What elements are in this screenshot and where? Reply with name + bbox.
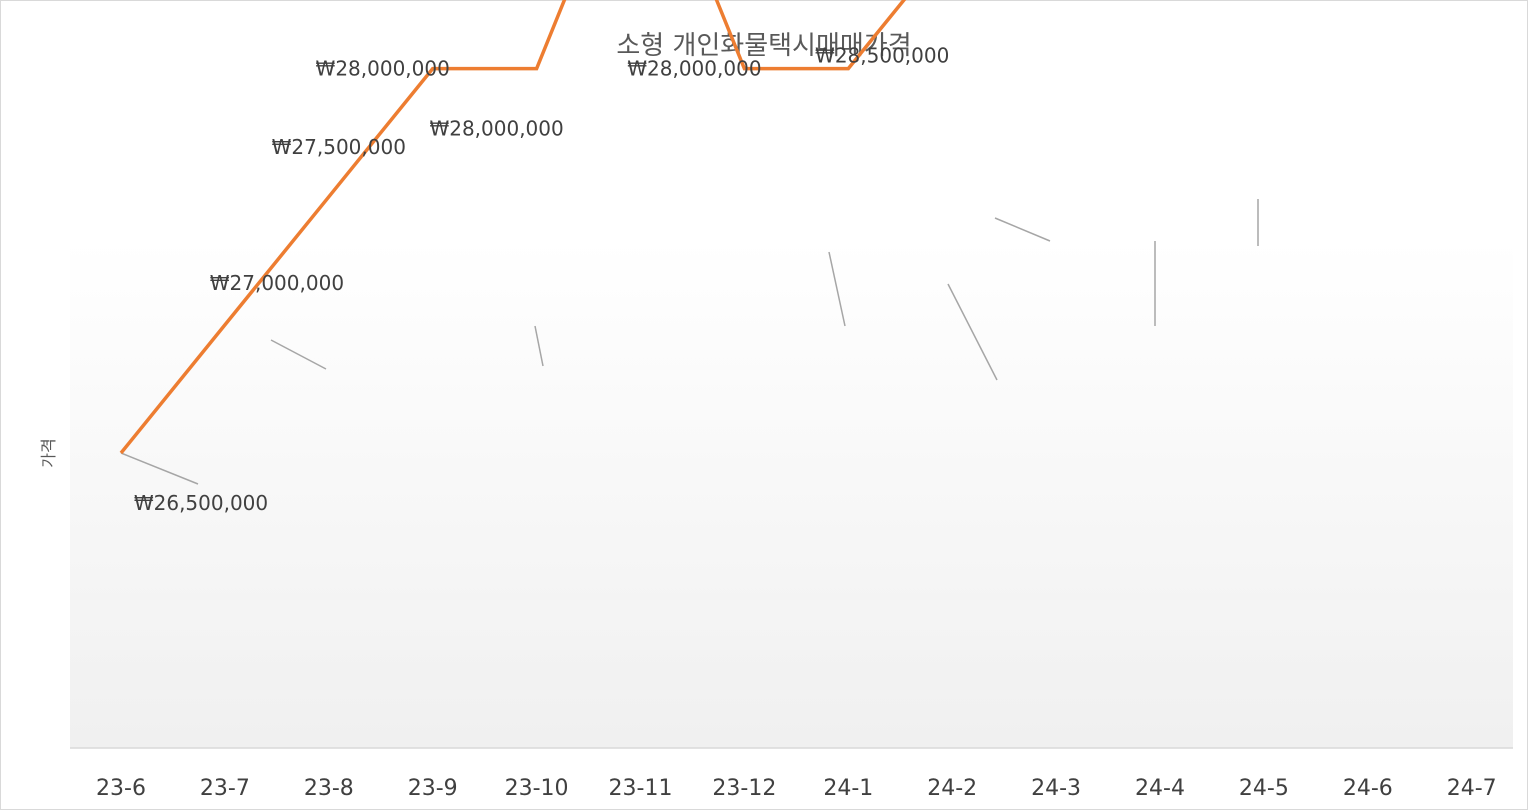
x-tick-label: 23-8	[304, 776, 354, 801]
x-tick-label: 24-2	[927, 776, 977, 801]
x-tick-label: 23-7	[200, 776, 250, 801]
x-tick-label: 24-4	[1135, 776, 1185, 801]
x-tick-label: 23-12	[712, 776, 776, 801]
data-label: ₩27,000,000	[210, 271, 344, 295]
x-tick-label: 24-5	[1239, 776, 1289, 801]
x-tick-label: 23-9	[408, 776, 458, 801]
leader-line	[828, 251, 846, 327]
data-label: ₩28,000,000	[429, 117, 563, 141]
x-tick-label: 23-11	[609, 776, 673, 801]
data-label: ₩28,000,000	[316, 57, 450, 81]
data-label: ₩26,500,000	[134, 491, 268, 515]
x-tick-label: 24-1	[823, 776, 873, 801]
data-label: ₩27,500,000	[272, 135, 406, 159]
leader-line	[270, 339, 327, 370]
x-tick-label: 23-10	[505, 776, 569, 801]
x-tick-label: 24-7	[1447, 776, 1497, 801]
data-label: ₩28,000,000	[627, 57, 761, 81]
x-tick-label: 24-6	[1343, 776, 1393, 801]
y-axis-label: 가격	[39, 438, 58, 467]
series-line	[119, 0, 907, 455]
leader-line	[120, 452, 199, 485]
leader-line	[994, 217, 1051, 242]
data-label: ₩28,500,000	[815, 44, 949, 68]
x-tick-label: 24-3	[1031, 776, 1081, 801]
leader-line	[947, 283, 998, 381]
x-tick-label: 23-6	[96, 776, 146, 801]
chart-title: 소형 개인화물택시매매가격	[616, 31, 911, 61]
plot-area	[70, 70, 1513, 748]
leader-line	[534, 325, 544, 367]
